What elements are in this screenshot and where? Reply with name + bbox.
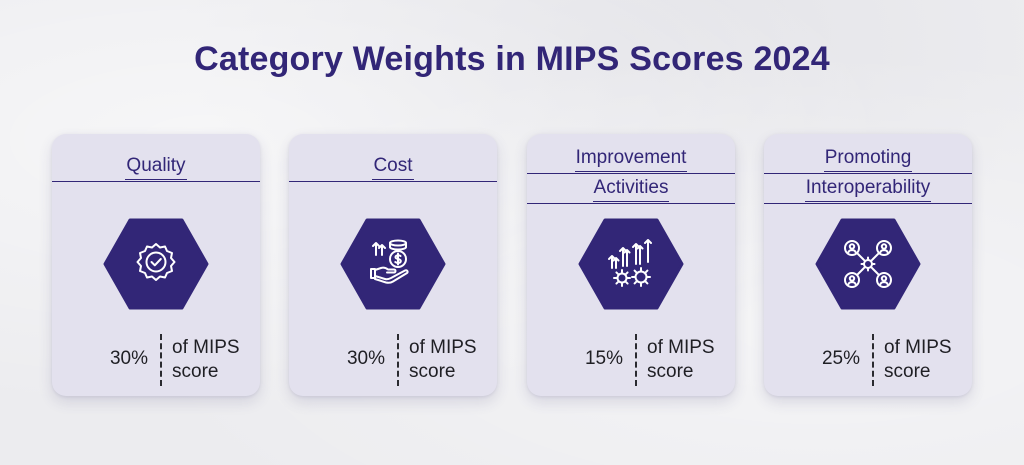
weight-description: of MIPS score xyxy=(647,336,715,384)
category-card-cost: Cost 30% of MIPS score xyxy=(289,134,497,396)
card-title-line: Promoting xyxy=(823,146,913,172)
weight-percent: 15% xyxy=(584,348,623,369)
quality-badge-icon xyxy=(103,218,209,310)
card-title: Cost xyxy=(289,148,497,182)
weight-row: 25% of MIPS score xyxy=(764,334,972,386)
page-title: Category Weights in MIPS Scores 2024 xyxy=(194,40,830,78)
weight-percent: 30% xyxy=(346,348,385,369)
description-line: of MIPS xyxy=(884,337,952,358)
description-line: score xyxy=(409,361,456,382)
weight-description: of MIPS score xyxy=(172,336,240,384)
divider xyxy=(635,334,637,386)
description-line: of MIPS xyxy=(172,337,240,358)
interoperability-network-icon xyxy=(815,218,921,310)
weight-description: of MIPS score xyxy=(884,336,952,384)
divider xyxy=(160,334,162,386)
card-title: Promoting Interoperability xyxy=(764,146,972,204)
description-line: of MIPS xyxy=(409,337,477,358)
divider xyxy=(397,334,399,386)
improvement-arrows-gears-icon xyxy=(578,218,684,310)
card-title: Quality xyxy=(52,148,260,182)
category-card-promoting-interoperability: Promoting Interoperability 25% of MIPS xyxy=(764,134,972,396)
weight-row: 30% of MIPS score xyxy=(52,334,260,386)
description-line: score xyxy=(884,361,931,382)
card-title-line: Activities xyxy=(592,176,670,202)
category-card-improvement-activities: Improvement Activities 15% of MIPS score xyxy=(527,134,735,396)
weight-row: 15% of MIPS score xyxy=(527,334,735,386)
card-title: Improvement Activities xyxy=(527,146,735,204)
cost-coins-hand-icon xyxy=(340,218,446,310)
category-card-quality: Quality 30% of MIPS score xyxy=(52,134,260,396)
card-title-line: Interoperability xyxy=(804,176,932,202)
description-line: of MIPS xyxy=(647,337,715,358)
weight-description: of MIPS score xyxy=(409,336,477,384)
weight-percent: 25% xyxy=(821,348,860,369)
card-title-line: Cost xyxy=(372,154,414,180)
divider xyxy=(872,334,874,386)
weight-percent: 30% xyxy=(109,348,148,369)
weight-row: 30% of MIPS score xyxy=(289,334,497,386)
description-line: score xyxy=(172,361,219,382)
description-line: score xyxy=(647,361,694,382)
card-title-line: Improvement xyxy=(574,146,688,172)
card-title-line: Quality xyxy=(125,154,187,180)
